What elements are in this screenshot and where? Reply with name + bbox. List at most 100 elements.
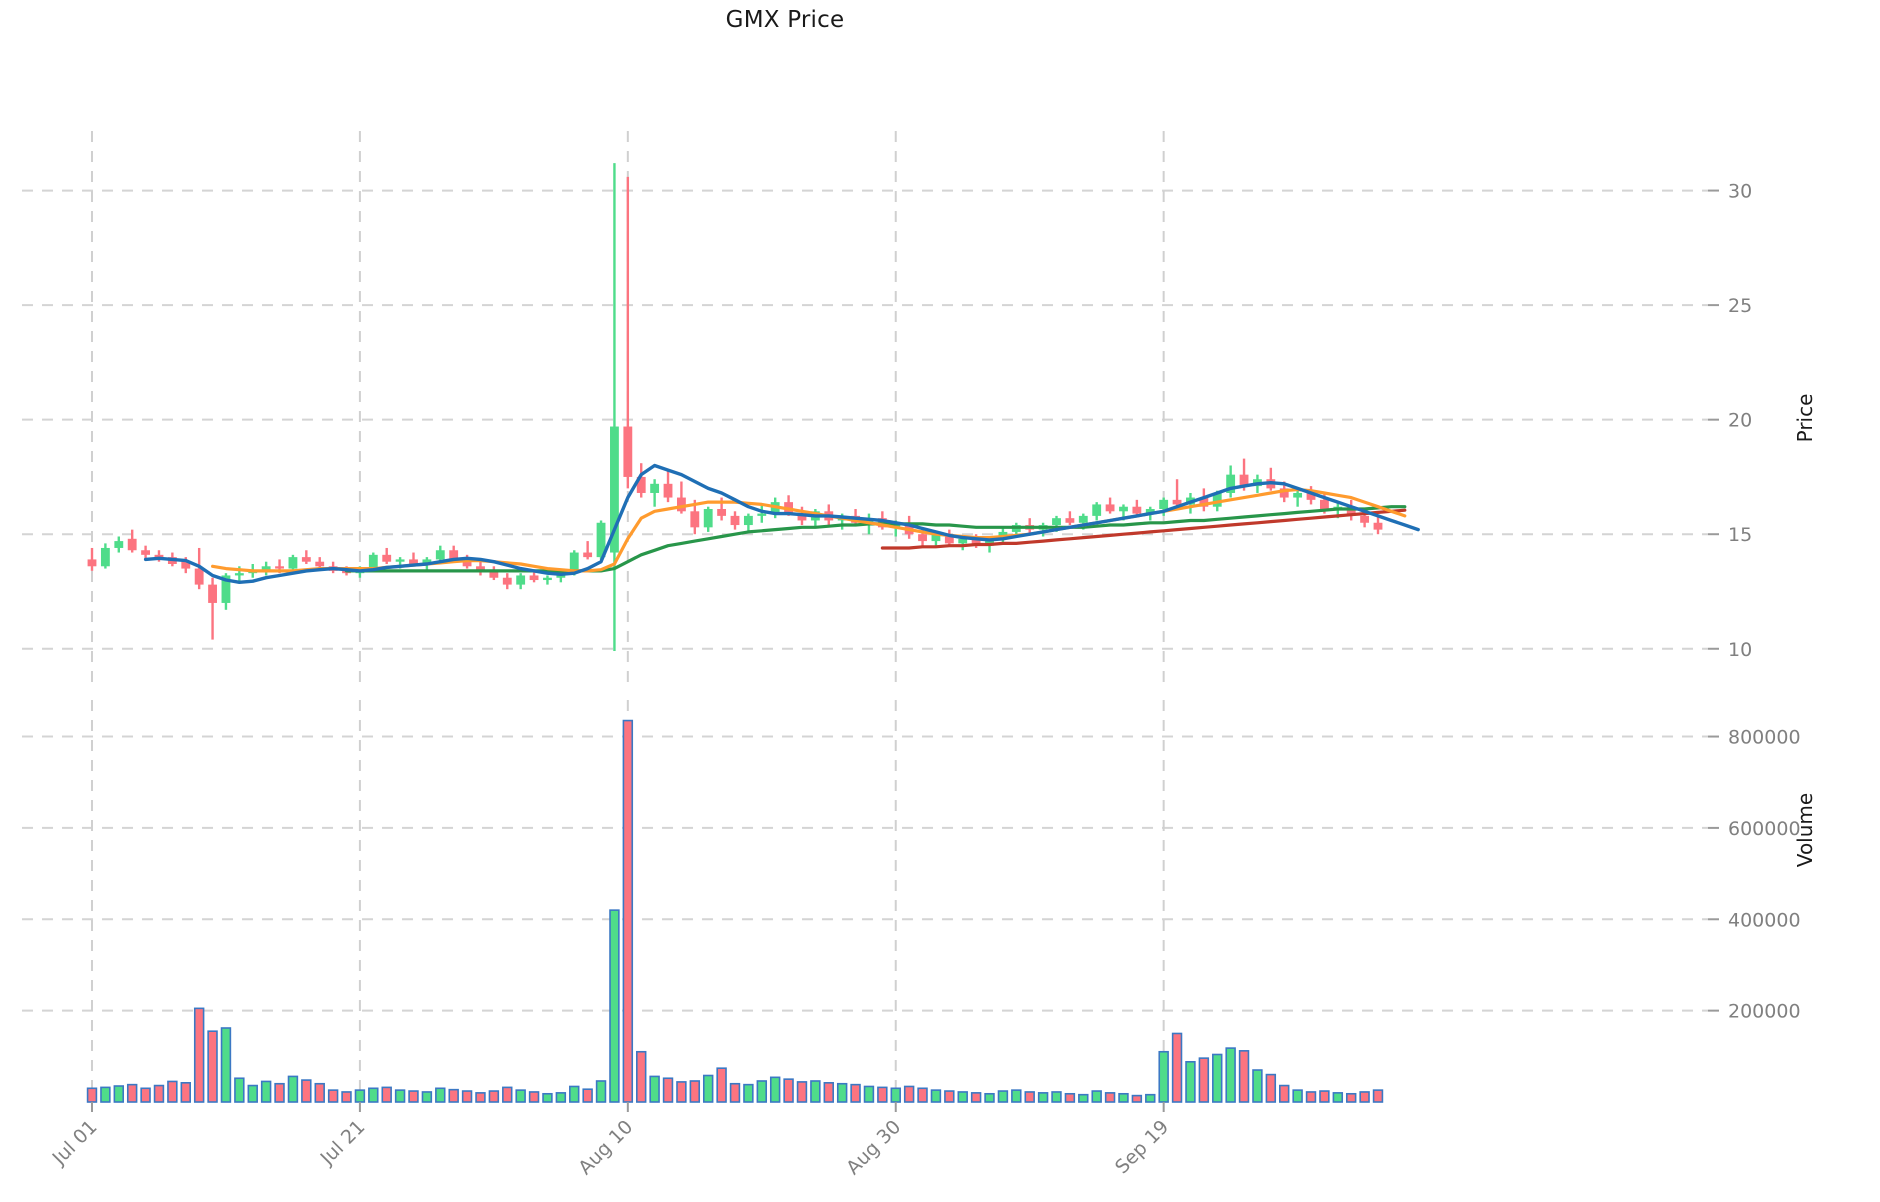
candlestick bbox=[100, 543, 110, 569]
volume-bar bbox=[448, 1088, 459, 1103]
volume-bar bbox=[636, 1050, 647, 1103]
volume-bar bbox=[301, 1079, 312, 1103]
volume-bar bbox=[193, 1007, 205, 1103]
candlestick bbox=[1105, 497, 1115, 514]
volume-bar bbox=[1359, 1091, 1370, 1103]
volume-bar bbox=[702, 1074, 714, 1103]
volume-bar bbox=[783, 1078, 794, 1103]
volume-bar bbox=[113, 1085, 125, 1103]
volume-bar bbox=[1305, 1091, 1317, 1103]
candlestick bbox=[944, 529, 954, 546]
volume-bar bbox=[528, 1091, 540, 1103]
candlestick bbox=[489, 566, 499, 581]
volume-bar bbox=[1372, 1089, 1384, 1103]
price-axis-label: Price bbox=[1793, 394, 1817, 443]
volume-bar bbox=[260, 1080, 272, 1103]
volume-bar bbox=[475, 1092, 486, 1103]
volume-bar bbox=[1145, 1093, 1156, 1103]
volume-bar bbox=[314, 1082, 325, 1103]
volume-bar bbox=[729, 1082, 741, 1103]
volume-bar bbox=[341, 1091, 352, 1103]
candlestick bbox=[757, 504, 767, 523]
axis-tick-label: 800000 bbox=[1728, 727, 1801, 749]
volume-bar bbox=[917, 1087, 928, 1103]
candlestick bbox=[623, 176, 633, 489]
ma-mid-line bbox=[211, 487, 1407, 573]
candlestick bbox=[208, 577, 217, 640]
volume-bar bbox=[1292, 1089, 1303, 1103]
volume-bar bbox=[1319, 1090, 1330, 1103]
x-axis-tick-label: Jul 01 bbox=[48, 1116, 102, 1170]
x-axis-tick-label: Jul 21 bbox=[316, 1116, 370, 1170]
volume-bar bbox=[743, 1083, 754, 1103]
volume-bar bbox=[1252, 1069, 1263, 1103]
chart-title: GMX Price bbox=[725, 7, 845, 33]
volume-bar bbox=[836, 1082, 848, 1103]
volume-bar bbox=[903, 1085, 915, 1103]
candlestick bbox=[583, 541, 593, 560]
volume-bar bbox=[167, 1080, 178, 1103]
axis-tick-label: 400000 bbox=[1728, 909, 1801, 931]
volume-bar bbox=[1345, 1092, 1357, 1103]
candlestick bbox=[141, 545, 151, 560]
x-axis-tick-label: Aug 30 bbox=[842, 1116, 905, 1179]
volume-bar bbox=[1158, 1050, 1169, 1103]
candlestick bbox=[1172, 479, 1182, 510]
volume-bar bbox=[877, 1086, 888, 1103]
volume-bar bbox=[582, 1088, 593, 1103]
candlestick bbox=[1373, 515, 1383, 535]
candlestick bbox=[743, 513, 753, 532]
candlestick bbox=[114, 536, 124, 553]
volume-bar bbox=[622, 719, 634, 1103]
volume-bar bbox=[421, 1091, 433, 1103]
candlestick bbox=[543, 575, 552, 585]
volume-bar bbox=[180, 1082, 191, 1103]
ma-short-line bbox=[143, 463, 1420, 584]
candlestick bbox=[1199, 488, 1209, 512]
volume-bar bbox=[970, 1092, 982, 1103]
volume-bar bbox=[756, 1080, 768, 1103]
volume-bar bbox=[863, 1085, 875, 1103]
volume-bar bbox=[234, 1077, 245, 1103]
volume-bar bbox=[1212, 1053, 1223, 1103]
volume-bar bbox=[1091, 1090, 1102, 1103]
volume-bar bbox=[569, 1085, 580, 1103]
volume-bar bbox=[662, 1077, 674, 1103]
candlestick bbox=[87, 547, 97, 571]
axis-tick-label: 25 bbox=[1728, 295, 1752, 317]
volume-bar bbox=[1118, 1092, 1129, 1103]
candlestick bbox=[650, 479, 660, 507]
candlestick bbox=[1092, 502, 1102, 521]
axis-tick-label: 20 bbox=[1728, 410, 1752, 432]
volume-bar bbox=[86, 1087, 98, 1103]
candlestick bbox=[435, 545, 445, 562]
volume-bar bbox=[1037, 1092, 1049, 1103]
volume-bar bbox=[595, 1080, 607, 1103]
axis-tick-label: 200000 bbox=[1728, 1001, 1801, 1023]
candlestick bbox=[1065, 511, 1075, 526]
volume-bar bbox=[1051, 1091, 1062, 1103]
volume-bar bbox=[274, 1082, 285, 1103]
x-axis-tick-label: Aug 10 bbox=[574, 1116, 637, 1179]
volume-bar bbox=[247, 1084, 258, 1103]
volume-bar bbox=[609, 909, 620, 1103]
volume-gridlines bbox=[22, 735, 1708, 1012]
volume-bar bbox=[542, 1092, 553, 1103]
x-axis-ticks: Jul 01 Jul 21 Aug 10 Aug 30 Sep 19 bbox=[48, 1102, 1173, 1179]
volume-bar bbox=[984, 1092, 995, 1103]
volume-bar bbox=[461, 1090, 473, 1103]
volume-bar bbox=[207, 1030, 218, 1103]
volume-bar bbox=[1011, 1089, 1022, 1103]
axis-tick-label: 30 bbox=[1728, 181, 1752, 203]
candlestick bbox=[529, 570, 539, 583]
candlestick bbox=[127, 529, 137, 553]
candlestick bbox=[610, 163, 619, 652]
volume-bar bbox=[488, 1090, 500, 1103]
candlestick bbox=[636, 463, 646, 498]
volume-bar bbox=[368, 1087, 379, 1103]
candlestick bbox=[663, 470, 673, 503]
volume-bar bbox=[1185, 1061, 1196, 1103]
volume-series bbox=[86, 719, 1384, 1103]
volume-bar bbox=[997, 1090, 1009, 1103]
